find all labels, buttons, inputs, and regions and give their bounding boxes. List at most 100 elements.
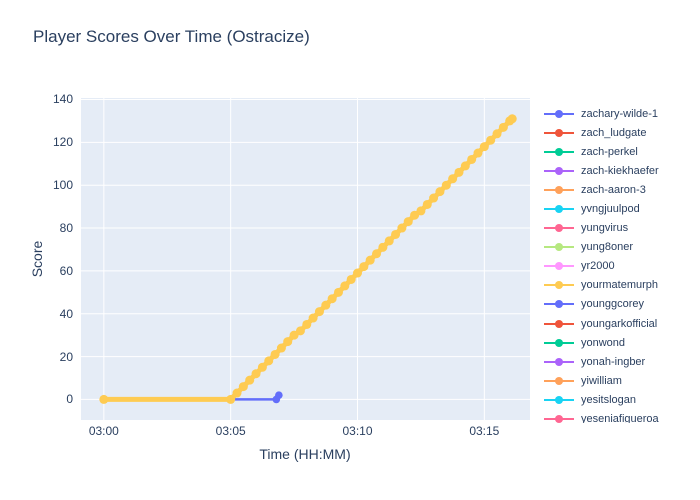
data-point-marker xyxy=(353,268,363,278)
legend-item-label: zach-aaron-3 xyxy=(581,183,646,196)
legend-item-label: younggcorey xyxy=(581,298,644,311)
data-point-marker xyxy=(314,307,324,317)
legend-item-zach-perkel[interactable]: zach-perkel xyxy=(543,142,693,161)
data-point-marker xyxy=(295,326,305,336)
legend-item-yonah-ingber[interactable]: yonah-ingber xyxy=(543,352,693,371)
legend-line-marker-icon xyxy=(544,243,574,252)
data-point-marker xyxy=(384,236,394,246)
legend-item-zach-aaron-3[interactable]: zach-aaron-3 xyxy=(543,180,693,199)
legend-line-marker-icon xyxy=(544,166,574,175)
data-point-marker xyxy=(308,313,318,323)
data-point-marker xyxy=(289,330,299,340)
data-point-marker xyxy=(270,349,280,359)
legend-item-zach-kiekhaefer[interactable]: zach-kiekhaefer xyxy=(543,161,693,180)
legend-line-marker-icon xyxy=(544,415,574,423)
legend-item-younggcorey[interactable]: younggcorey xyxy=(543,295,693,314)
legend-item-yr2000[interactable]: yr2000 xyxy=(543,257,693,276)
legend-line-marker-icon xyxy=(544,109,574,118)
legend-item-label: yvngjuulpod xyxy=(581,203,640,216)
data-point-marker xyxy=(403,217,413,227)
legend-item-yung8oner[interactable]: yung8oner xyxy=(543,238,693,257)
legend-line-marker-icon xyxy=(544,319,574,328)
data-point-marker xyxy=(245,375,255,385)
legend-item-label: zach_ludgate xyxy=(581,126,647,139)
legend-item-label: yung8oner xyxy=(581,241,633,254)
legend-item-yonwond[interactable]: yonwond xyxy=(543,333,693,352)
data-point-marker xyxy=(479,142,489,152)
legend-item-yvngjuulpod[interactable]: yvngjuulpod xyxy=(543,199,693,218)
legend: zachary-wilde-1 zach_ludgate zach-perkel za… xyxy=(543,104,693,423)
legend-line-marker-icon xyxy=(544,185,574,194)
legend-line-marker-icon xyxy=(544,281,574,290)
y-tick-label: 0 xyxy=(66,392,73,407)
data-point-marker xyxy=(275,391,283,399)
data-point-marker xyxy=(467,154,477,164)
y-tick-label: 140 xyxy=(52,92,73,107)
legend-item-label: zachary-wilde-1 xyxy=(581,107,659,120)
legend-line-marker-icon xyxy=(544,300,574,309)
x-tick-label: 03:15 xyxy=(469,424,500,438)
data-point-marker xyxy=(232,388,242,398)
data-point-marker xyxy=(302,319,312,329)
y-tick-label: 20 xyxy=(59,349,73,364)
legend-item-yeseniafigueroa[interactable]: yeseniafigueroa xyxy=(543,410,693,423)
x-tick-label: 03:10 xyxy=(342,424,373,438)
data-point-marker xyxy=(397,223,407,233)
legend-line-marker-icon xyxy=(544,262,574,271)
data-point-marker xyxy=(340,281,350,291)
data-point-marker xyxy=(454,167,464,177)
legend-item-yungvirus[interactable]: yungvirus xyxy=(543,219,693,238)
data-point-marker xyxy=(327,294,337,304)
plot-area[interactable] xyxy=(81,98,530,420)
legend-item-label: zach-perkel xyxy=(581,145,638,158)
legend-item-zach_ludgate[interactable]: zach_ludgate xyxy=(543,123,693,142)
legend-item-yourmatemurph[interactable]: yourmatemurph xyxy=(543,276,693,295)
data-point-marker xyxy=(276,343,286,353)
legend-line-marker-icon xyxy=(544,147,574,156)
data-point-marker xyxy=(321,300,331,310)
x-tick-label: 03:05 xyxy=(215,424,246,438)
data-point-marker xyxy=(410,210,420,220)
legend-item-yiwilliam[interactable]: yiwilliam xyxy=(543,371,693,390)
legend-item-label: yiwilliam xyxy=(581,374,622,387)
data-point-marker xyxy=(251,369,261,379)
legend-item-label: yonwond xyxy=(581,336,626,349)
x-axis-title: Time (HH:MM) xyxy=(259,446,351,462)
data-point-marker xyxy=(473,148,483,158)
y-tick-label: 100 xyxy=(52,178,73,193)
y-tick-label: 60 xyxy=(59,263,73,278)
legend-item-label: youngarkofficial xyxy=(581,317,658,330)
legend-item-label: yesitslogan xyxy=(581,393,637,406)
data-point-marker xyxy=(99,394,109,404)
x-tick-label: 03:00 xyxy=(88,424,119,438)
legend-line-marker-icon xyxy=(544,205,574,214)
y-axis-title: Score xyxy=(29,240,45,278)
legend-line-marker-icon xyxy=(544,357,574,366)
data-point-marker xyxy=(257,362,267,372)
legend-line-marker-icon xyxy=(544,128,574,137)
data-point-marker xyxy=(435,187,445,197)
legend-item-label: yungvirus xyxy=(581,222,629,235)
legend-item-label: yr2000 xyxy=(581,260,615,273)
data-point-marker xyxy=(441,180,451,190)
data-point-marker xyxy=(492,129,502,139)
legend-line-marker-icon xyxy=(544,338,574,347)
legend-item-label: yonah-ingber xyxy=(581,355,646,368)
legend-line-marker-icon xyxy=(544,224,574,233)
data-point-marker xyxy=(416,206,426,216)
y-tick-label: 80 xyxy=(59,221,73,236)
trace-yourmatemurph[interactable] xyxy=(99,114,517,404)
data-point-marker xyxy=(378,242,388,252)
chart-title: Player Scores Over Time (Ostracize) xyxy=(33,27,310,46)
legend-item-yesitslogan[interactable]: yesitslogan xyxy=(543,390,693,409)
legend-item-label: zach-kiekhaefer xyxy=(581,164,659,177)
data-point-marker xyxy=(264,356,274,366)
legend-item-youngarkofficial[interactable]: youngarkofficial xyxy=(543,314,693,333)
legend-item-label: yeseniafigueroa xyxy=(581,413,659,423)
data-point-marker xyxy=(238,382,248,392)
data-point-marker xyxy=(460,161,470,171)
data-point-marker xyxy=(498,122,508,132)
data-point-marker xyxy=(283,337,293,347)
legend-item-zachary-wilde-1[interactable]: zachary-wilde-1 xyxy=(543,104,693,123)
